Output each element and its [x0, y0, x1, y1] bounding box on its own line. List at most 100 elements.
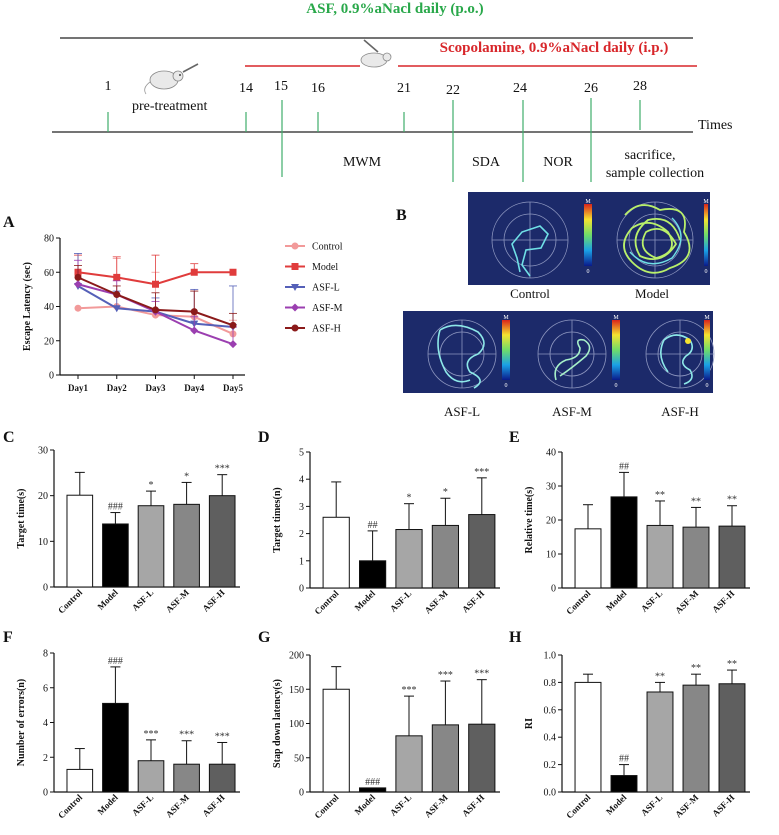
- y-tick-label: 4: [299, 475, 304, 486]
- bar: [682, 526, 710, 589]
- data-point: [291, 284, 299, 291]
- y-tick-label: 4: [43, 718, 48, 729]
- data-point: [190, 308, 198, 316]
- significance-mark: *: [407, 493, 412, 504]
- chart-ri: 0.0 0.2 0.4 0.6 0.8 1.0 RI Control ## Model ** ASF-…: [524, 651, 750, 821]
- y-tick-label: 50: [294, 753, 304, 764]
- x-tick-label: Control: [56, 587, 85, 616]
- day-label: 21: [397, 81, 411, 96]
- x-tick-label: Control: [564, 792, 593, 821]
- data-point: [190, 268, 198, 276]
- x-tick-label: ASF-M: [673, 588, 701, 616]
- y-tick-label: 10: [38, 537, 48, 548]
- x-tick-label: ASF-M: [164, 792, 192, 820]
- y-tick-label: 200: [289, 651, 304, 662]
- legend-item: ASF-L: [285, 283, 340, 294]
- chart-relative-time: 0 10 20 30 40 Relative time(s) Control ## Model *…: [524, 448, 750, 617]
- y-tick-label: 40: [546, 448, 556, 459]
- x-tick-label: Model: [95, 587, 120, 612]
- panel-label-f: F: [3, 629, 13, 646]
- bar: [574, 528, 602, 589]
- heatmap-control: [491, 201, 592, 279]
- y-tick-label: 20: [44, 336, 54, 347]
- legend-item: ASF-H: [285, 324, 341, 335]
- bar: [610, 775, 638, 793]
- y-tick-label: 30: [546, 482, 556, 493]
- data-point: [291, 324, 299, 332]
- x-tick-label: Control: [56, 792, 85, 821]
- bar: [395, 735, 423, 793]
- significance-mark: **: [691, 496, 701, 507]
- y-tick-label: 60: [44, 268, 54, 279]
- significance-mark: *: [443, 487, 448, 498]
- scale-min: 0: [615, 383, 618, 389]
- y-tick-label: 30: [38, 446, 48, 457]
- bar: [718, 525, 746, 589]
- y-tick-label: 0.6: [544, 705, 557, 716]
- bar: [431, 524, 460, 589]
- heatmap-asf-l: [427, 319, 510, 389]
- x-tick-label: Day1: [68, 383, 88, 393]
- heatmap-caption: Model: [635, 286, 669, 301]
- mouse-injection-icon: [360, 39, 392, 68]
- data-point: [229, 340, 237, 349]
- series-model: [74, 254, 237, 288]
- timeline: ASF, 0.9%aNacl daily (p.o.) Scopolamine,…: [52, 1, 733, 182]
- x-tick-label: ASF-H: [460, 588, 486, 614]
- significance-mark: ***: [144, 729, 159, 740]
- significance-mark: ##: [368, 520, 378, 531]
- x-tick-label: Day4: [184, 383, 204, 393]
- data-point: [112, 305, 121, 313]
- significance-mark: ***: [402, 685, 417, 696]
- x-tick-label: Day3: [146, 383, 166, 393]
- phase-label-sda: SDA: [472, 155, 501, 170]
- phase-label-sacrifice: sacrifice,: [625, 148, 676, 163]
- data-point: [74, 280, 82, 289]
- y-tick-label: 0.2: [544, 760, 557, 771]
- y-tick-label: 5: [299, 448, 304, 459]
- day-label: 24: [513, 81, 527, 96]
- legend-item: Control: [285, 242, 343, 253]
- scale-min: 0: [505, 383, 508, 389]
- significance-mark: ##: [619, 754, 629, 765]
- y-tick-label: 10: [546, 550, 556, 561]
- legend-label: Model: [312, 262, 338, 273]
- timeline-title-scopolamine: Scopolamine, 0.9%aNacl daily (i.p.): [440, 40, 669, 56]
- significance-mark: ***: [438, 670, 453, 681]
- x-tick-label: Day2: [107, 383, 127, 393]
- significance-mark: ###: [108, 502, 123, 513]
- significance-mark: **: [655, 671, 665, 682]
- x-tick-label: Model: [604, 792, 629, 817]
- y-axis-label: RI: [524, 718, 535, 729]
- significance-mark: **: [727, 495, 737, 506]
- y-tick-label: 2: [299, 529, 304, 540]
- y-tick-label: 0: [43, 583, 48, 594]
- y-tick-label: 8: [43, 649, 48, 660]
- series-asf-h: [74, 264, 237, 329]
- significance-mark: **: [655, 490, 665, 501]
- chart-number-of-errors: 0 2 4 6 8 Number of errors(n) Control ### Model *…: [16, 649, 240, 821]
- scale-min: 0: [705, 269, 708, 275]
- y-tick-label: 80: [44, 234, 54, 245]
- bar: [610, 496, 638, 589]
- bar: [173, 503, 200, 588]
- scale-min: 0: [587, 269, 590, 275]
- data-point: [152, 280, 159, 288]
- significance-mark: **: [727, 659, 737, 670]
- day-label: 26: [584, 81, 598, 96]
- heatmap-caption: Control: [510, 286, 550, 301]
- bar: [358, 787, 387, 793]
- x-tick-label: ASF-H: [710, 792, 736, 818]
- data-point: [229, 268, 237, 276]
- x-tick-label: Day5: [223, 383, 243, 393]
- x-tick-label: Model: [604, 588, 629, 613]
- x-tick-label: ASF-L: [388, 792, 413, 817]
- panel-label-g: G: [258, 629, 271, 646]
- x-tick-label: Model: [353, 792, 378, 817]
- panel-label-h: H: [509, 629, 522, 646]
- x-tick-label: ASF-H: [710, 588, 736, 614]
- x-tick-label: Control: [312, 588, 341, 617]
- legend-label: ASF-M: [312, 303, 343, 314]
- y-tick-label: 0.4: [544, 733, 557, 744]
